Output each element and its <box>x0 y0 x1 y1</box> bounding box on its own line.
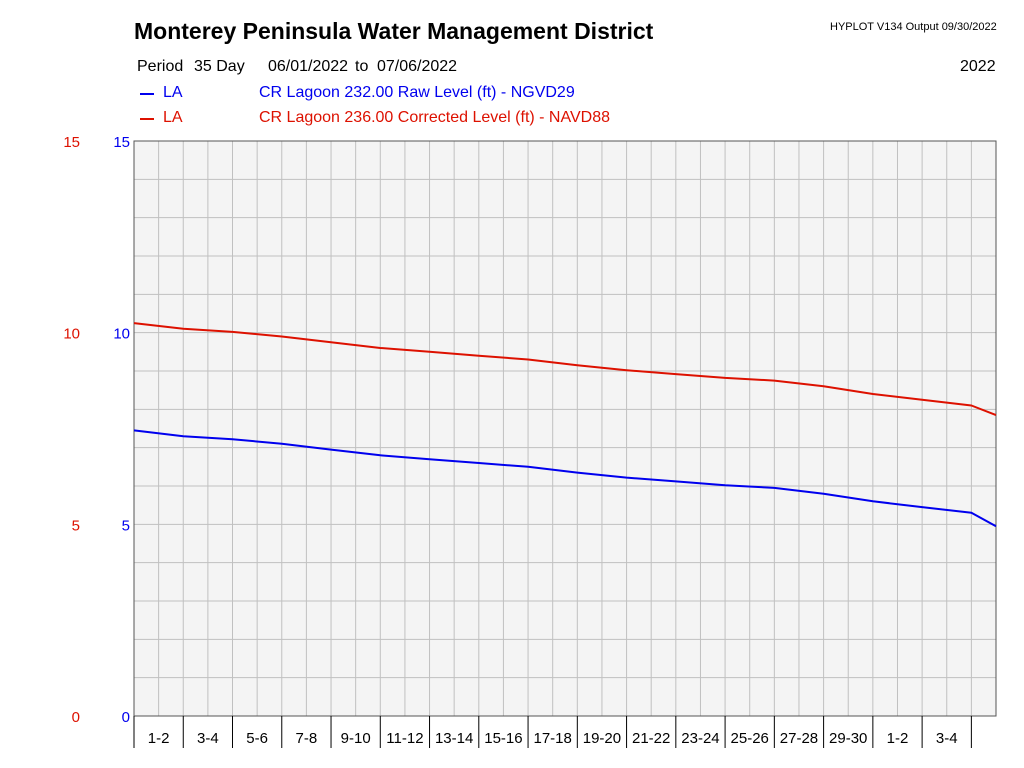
y-tick-label-corrected: 5 <box>72 517 80 534</box>
x-tick-label: 27-28 <box>780 730 818 747</box>
series-line-raw-level <box>133 429 997 528</box>
x-tick-label: 21-22 <box>632 730 670 747</box>
y-tick-label-corrected: 15 <box>63 134 80 151</box>
x-tick-label: 19-20 <box>583 730 621 747</box>
x-tick-label: 3-4 <box>936 730 958 747</box>
legend-swatch-corrected <box>140 118 154 120</box>
x-tick-label: 3-4 <box>197 730 219 747</box>
x-tick-label: 29-30 <box>829 730 867 747</box>
date-end: 07/06/2022 <box>377 58 458 75</box>
legend-code: LA <box>163 84 183 101</box>
y-tick-label-corrected: 0 <box>72 709 80 726</box>
x-tick-label: 5-6 <box>246 730 268 747</box>
legend-swatch-raw <box>140 93 154 95</box>
y-tick-label-raw: 10 <box>113 326 130 343</box>
legend-description: CR Lagoon 236.00 Corrected Level (ft) - … <box>259 109 610 126</box>
y-tick-label-raw: 5 <box>122 517 130 534</box>
y-tick-label-raw: 15 <box>113 134 130 151</box>
plot-area <box>134 141 996 716</box>
program-output-label: HYPLOT V134 Output 09/30/2022 <box>830 21 997 33</box>
x-tick-label: 11-12 <box>386 730 423 747</box>
x-tick-label: 15-16 <box>484 730 522 747</box>
legend-description: CR Lagoon 232.00 Raw Level (ft) - NGVD29 <box>259 84 575 101</box>
y-tick-label-raw: 0 <box>122 709 130 726</box>
x-tick-label: 25-26 <box>731 730 769 747</box>
plot-border <box>133 140 997 717</box>
date-to: to <box>355 58 369 75</box>
x-tick-label: 13-14 <box>435 730 473 747</box>
period-label: Period <box>137 58 184 75</box>
series-line-corrected-level <box>133 322 997 417</box>
x-tick-label: 1-2 <box>887 730 909 747</box>
legend-code: LA <box>163 109 183 126</box>
legend-entry-corrected-level: LA CR Lagoon 236.00 Corrected Level (ft)… <box>140 109 640 129</box>
date-start: 06/01/2022 <box>268 58 349 75</box>
x-tick-label: 17-18 <box>533 730 571 747</box>
chart-title: Monterey Peninsula Water Management Dist… <box>134 18 654 44</box>
year-label: 2022 <box>960 58 996 75</box>
x-tick-label: 9-10 <box>341 730 371 747</box>
x-tick-label: 23-24 <box>681 730 719 747</box>
x-tick-label: 1-2 <box>148 730 170 747</box>
legend-entry-raw-level: LA CR Lagoon 232.00 Raw Level (ft) - NGV… <box>140 84 640 104</box>
period-days: 35 Day <box>194 58 245 75</box>
x-tick-label: 7-8 <box>296 730 318 747</box>
y-tick-label-corrected: 10 <box>63 326 80 343</box>
